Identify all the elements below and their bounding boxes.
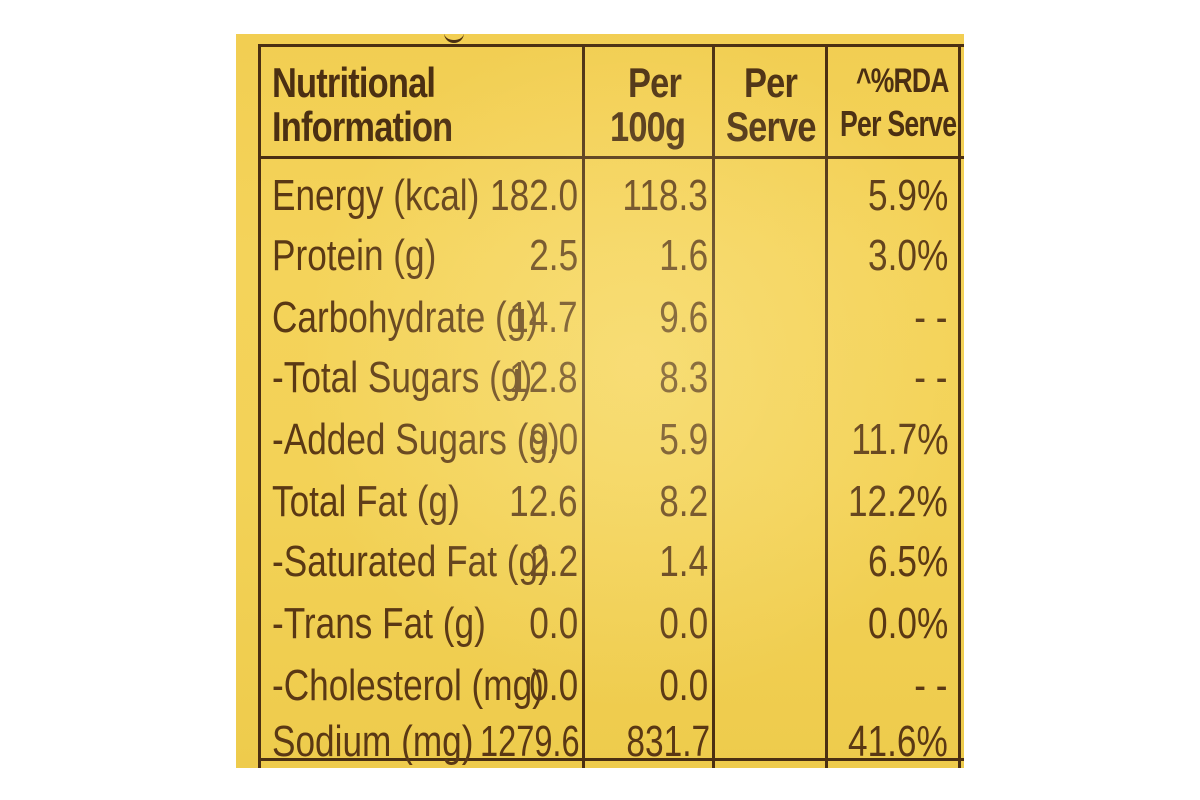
row-total-sugars-rda: - - xyxy=(914,353,948,402)
row-added-sugars-perserve: 5.9 xyxy=(659,415,708,464)
row-energy-per100g: 182.0 xyxy=(489,171,578,220)
row-carbohydrate-name: Carbohydrate (g) xyxy=(272,293,539,342)
row-energy-name: Energy (kcal) xyxy=(272,171,480,220)
row-sodium-per100g: 1279.6 xyxy=(480,717,580,766)
row-saturated-fat-name: -Saturated Fat (g) xyxy=(272,537,550,586)
table-top-border xyxy=(258,44,964,47)
nutrition-label-photo: Nutritional Information Per 100g Per Ser… xyxy=(236,34,964,768)
row-cholesterol-rda: - - xyxy=(914,661,948,710)
row-energy-rda: 5.9% xyxy=(867,171,948,220)
row-saturated-fat-rda: 6.5% xyxy=(867,537,948,586)
row-total-fat-per100g: 12.6 xyxy=(509,477,578,526)
row-total-sugars-per100g: 12.8 xyxy=(509,353,578,402)
row-carbohydrate-per100g: 14.7 xyxy=(509,293,578,342)
row-carbohydrate-rda: - - xyxy=(914,293,948,342)
col-divider-3 xyxy=(825,44,828,768)
row-energy-perserve: 118.3 xyxy=(622,171,708,220)
row-added-sugars-rda: 11.7% xyxy=(850,415,948,464)
table-left-border xyxy=(258,44,261,768)
header-rda-line2: Per Serve xyxy=(840,103,957,144)
header-perserve-line2: Serve xyxy=(726,103,817,150)
row-sodium-rda: 41.6% xyxy=(848,717,948,766)
row-protein-per100g: 2.5 xyxy=(529,231,578,280)
row-total-sugars-perserve: 8.3 xyxy=(659,353,708,402)
row-protein-name: Protein (g) xyxy=(272,231,437,280)
row-cholesterol-per100g: 0.0 xyxy=(529,661,578,710)
header-per100g-line2: 100g xyxy=(610,103,686,150)
row-added-sugars-per100g: 9.0 xyxy=(529,415,578,464)
row-trans-fat-name: -Trans Fat (g) xyxy=(272,599,486,648)
row-sodium-name: Sodium (mg) xyxy=(272,717,474,766)
col-divider-1 xyxy=(582,44,585,768)
row-protein-perserve: 1.6 xyxy=(659,231,708,280)
header-rda-line1: ^%RDA xyxy=(856,62,949,100)
row-trans-fat-perserve: 0.0 xyxy=(659,599,708,648)
row-saturated-fat-perserve: 1.4 xyxy=(659,537,708,586)
header-per100g-line1: Per xyxy=(628,59,682,106)
row-cholesterol-name: -Cholesterol (mg) xyxy=(272,661,544,710)
header-nutrient-line2: Information xyxy=(272,103,453,150)
row-total-fat-name: Total Fat (g) xyxy=(272,477,460,526)
header-perserve-line1: Per xyxy=(744,59,798,106)
row-carbohydrate-perserve: 9.6 xyxy=(659,293,708,342)
row-trans-fat-per100g: 0.0 xyxy=(529,599,578,648)
row-trans-fat-rda: 0.0% xyxy=(867,599,948,648)
header-divider xyxy=(258,156,964,159)
header-nutrient-line1: Nutritional xyxy=(272,59,436,106)
table-right-border xyxy=(958,44,961,768)
row-sodium-perserve: 831.7 xyxy=(626,717,710,766)
top-edge-mark xyxy=(444,34,464,43)
row-saturated-fat-per100g: 2.2 xyxy=(529,537,578,586)
row-total-fat-perserve: 8.2 xyxy=(659,477,708,526)
row-cholesterol-perserve: 0.0 xyxy=(659,661,708,710)
row-total-sugars-name: -Total Sugars (g) xyxy=(272,353,533,402)
row-protein-rda: 3.0% xyxy=(867,231,948,280)
row-total-fat-rda: 12.2% xyxy=(848,477,948,526)
col-divider-2 xyxy=(712,44,715,768)
row-added-sugars-name: -Added Sugars (g) xyxy=(272,415,560,464)
table-bottom-border xyxy=(258,758,964,761)
